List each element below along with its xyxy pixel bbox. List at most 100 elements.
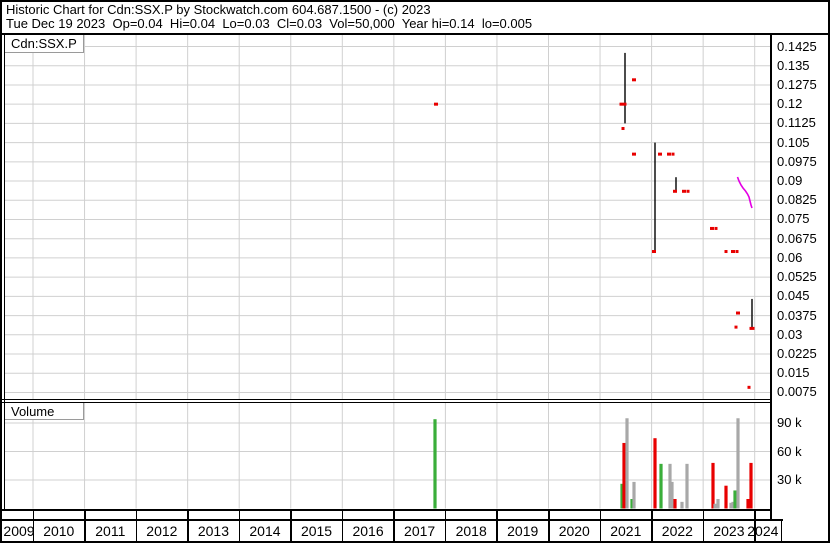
x-axis-tick <box>32 511 34 519</box>
price-mark <box>747 385 751 389</box>
x-axis-tick <box>599 511 602 519</box>
price-tick-label: 0.015 <box>777 365 810 381</box>
price-tick-label: 0.12 <box>777 96 803 112</box>
volume-bar <box>653 438 657 509</box>
volume-bar <box>746 499 750 509</box>
x-axis-tick <box>754 521 756 541</box>
x-axis-tick <box>444 521 447 541</box>
volume-bar <box>724 485 728 509</box>
price-mark <box>632 78 636 82</box>
volume-bar <box>733 490 737 509</box>
price-tick-label: 0.075 <box>777 211 810 227</box>
x-axis-tick <box>548 521 550 541</box>
chart-title: Historic Chart for Cdn:SSX.P by Stockwat… <box>6 2 431 17</box>
x-axis-tick <box>341 521 344 541</box>
price-mark <box>667 152 671 156</box>
volume-bar <box>630 499 634 509</box>
chart-quote-line: Tue Dec 19 2023 Op=0.04 Hi=0.04 Lo=0.03 … <box>6 16 533 31</box>
x-axis-tick <box>393 521 395 541</box>
price-tick-label: 0.0075 <box>777 384 817 400</box>
price-tick-label: 0.09 <box>777 173 803 189</box>
x-axis-tick <box>341 511 344 519</box>
volume-pane-label-box: Volume <box>5 403 84 420</box>
volume-bar <box>625 418 629 509</box>
price-tick-label: 0.0375 <box>777 307 817 323</box>
x-axis-tick <box>651 511 653 519</box>
price-tick-label: 0.1425 <box>777 38 817 54</box>
volume-bar <box>670 481 674 509</box>
volume-tick-label: 90 k <box>777 415 802 430</box>
x-axis-tick <box>135 511 138 519</box>
price-tick-label: 0.06 <box>777 249 803 265</box>
price-tick-label: 0.1125 <box>777 115 816 131</box>
volume-bar <box>622 442 626 509</box>
x-axis-tick <box>548 511 550 519</box>
price-tick-label: 0.1275 <box>777 76 817 92</box>
price-mark <box>621 127 625 131</box>
year-label: 2018 <box>455 523 487 539</box>
symbol-label-box: Cdn:SSX.P <box>5 35 84 53</box>
year-label: 2016 <box>352 523 384 539</box>
year-label: 2013 <box>197 523 229 539</box>
pane-separator-bottom <box>0 401 772 404</box>
price-mark <box>652 250 656 254</box>
volume-bar <box>729 502 733 509</box>
year-label: 2023 <box>713 523 745 539</box>
volume-bar <box>632 481 636 509</box>
x-axis-tick <box>496 521 498 541</box>
x-axis-tick <box>238 511 241 519</box>
price-mark <box>682 189 686 193</box>
year-label: 2010 <box>43 523 75 539</box>
price-mark <box>731 250 735 254</box>
x-axis-tick <box>187 511 189 519</box>
volume-tick-label: 60 k <box>777 443 802 459</box>
year-label: 2017 <box>404 523 436 539</box>
x-axis-tick <box>238 521 241 541</box>
volume-bar <box>749 462 753 509</box>
x-axis-tick <box>702 521 705 541</box>
volume-bottom-border <box>0 508 772 511</box>
x-axis-tick <box>599 521 602 541</box>
volume-bar <box>659 463 663 509</box>
volume-bar <box>713 503 717 509</box>
volume-bar <box>680 501 684 509</box>
price-tick-label: 0.135 <box>777 57 810 73</box>
x-axis-tick <box>84 511 86 519</box>
x-axis-tick <box>290 511 292 519</box>
price-tick-label: 0.0825 <box>777 192 817 208</box>
pane-separator-top <box>0 399 772 401</box>
year-label: 2021 <box>610 523 642 539</box>
price-tick-label: 0.0225 <box>777 346 817 362</box>
header-separator <box>0 33 830 35</box>
year-label: 2009 <box>3 523 35 539</box>
price-mark <box>724 250 728 254</box>
price-mark <box>735 250 739 254</box>
x-axis-tick <box>290 521 292 541</box>
year-label: 2014 <box>249 523 281 539</box>
price-mark <box>434 102 438 106</box>
volume-bar <box>711 462 715 509</box>
price-tick-label: 0.0675 <box>777 230 817 246</box>
volume-bar <box>731 501 735 509</box>
year-label: 2020 <box>558 523 590 539</box>
price-mark <box>632 152 636 156</box>
volume-bar <box>668 463 672 509</box>
price-tick-label: 0.03 <box>777 326 803 342</box>
price-tick-label: 0.045 <box>777 288 810 304</box>
volume-bar <box>620 483 624 509</box>
x-axis-line <box>0 519 783 521</box>
x-axis-tick <box>135 521 138 541</box>
price-mark <box>673 189 677 193</box>
volume-bar <box>685 463 689 509</box>
year-label: 2022 <box>661 523 693 539</box>
price-mark <box>658 152 662 156</box>
price-mark <box>671 152 675 156</box>
volume-bar <box>716 499 720 509</box>
x-axis-tick <box>32 521 34 541</box>
price-mark <box>749 326 755 330</box>
price-mark <box>710 226 714 230</box>
year-label: 2019 <box>507 523 539 539</box>
volume-bar <box>736 418 740 509</box>
